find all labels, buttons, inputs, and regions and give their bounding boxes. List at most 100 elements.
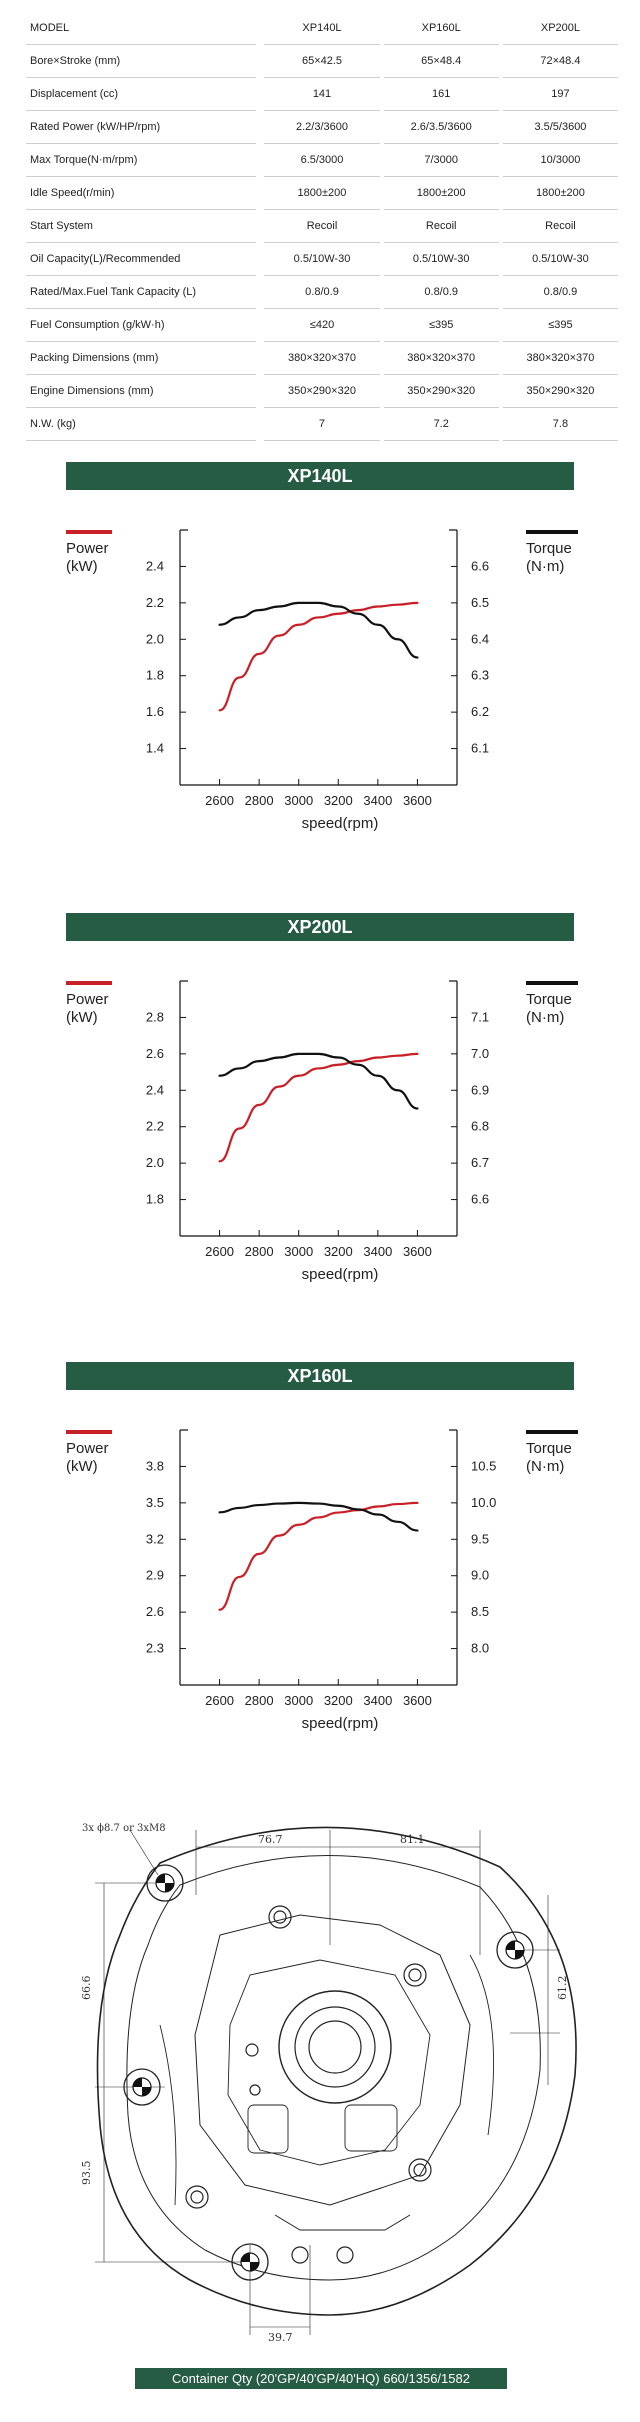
x-tick-label: 3000 <box>284 1244 313 1259</box>
table-row: N.W. (kg) 7 7.2 7.8 <box>26 408 618 441</box>
x-tick-label: 2600 <box>205 793 234 808</box>
y-left-tick-label: 2.4 <box>146 558 164 573</box>
x-tick-label: 2600 <box>205 1693 234 1708</box>
power-legend: Power (kW) <box>66 981 112 1027</box>
row-value: 161 <box>383 78 499 111</box>
torque-legend: Torque (N·m) <box>526 530 578 576</box>
table-row: Engine Dimensions (mm) 350×290×320 350×290… <box>26 375 618 408</box>
table-row: Fuel Consumption (g/kW·h) ≤420 ≤395 ≤395 <box>26 309 618 342</box>
table-header-row: MODEL XP140L XP160L XP200L <box>26 12 618 45</box>
row-value: 1800±200 <box>264 177 380 210</box>
row-value: Recoil <box>264 210 380 243</box>
torque-point <box>337 605 340 608</box>
bolt-hole <box>336 2246 354 2264</box>
x-tick-label: 3000 <box>284 1693 313 1708</box>
x-tick-label: 3200 <box>324 1693 353 1708</box>
x-axis-label: speed(rpm) <box>301 815 379 832</box>
torque-point <box>396 1521 399 1523</box>
table-row: Displacement (cc) 141 161 197 <box>26 78 618 111</box>
y-left-tick-label: 2.8 <box>146 1009 164 1024</box>
torque-point <box>218 1511 221 1514</box>
power-legend-label: Power <box>66 991 109 1008</box>
power-point <box>396 1503 399 1505</box>
chart-block-xp160l: XP160L 3.8 3.5 3.2 2.9 2.6 2.3 10.5 10.0 9.5 9.0 8… <box>0 1362 640 1752</box>
row-value: 0.5/10W-30 <box>502 243 618 276</box>
chart-title: XP200L <box>66 913 574 941</box>
table-row: Max Torque(N·m/rpm) 6.5/3000 7/3000 10/3000 <box>26 144 618 177</box>
row-value: 72×48.4 <box>502 45 618 78</box>
torque-legend-swatch <box>526 530 578 534</box>
chart-xp200l: 2.8 2.6 2.4 2.2 2.0 1.8 7.1 7.0 6.9 6.8 6.7 6.6 2600… <box>146 980 489 1259</box>
row-label: Fuel Consumption (g/kW·h) <box>26 309 257 342</box>
mounting-hole-marker <box>240 2252 260 2272</box>
bolt-boss <box>403 1963 427 1987</box>
torque-legend-label: Torque <box>526 540 572 557</box>
bolt-hole <box>190 2190 204 2204</box>
power-legend-swatch <box>66 1430 112 1434</box>
y-left-tick-label: 3.2 <box>146 1531 164 1546</box>
row-label: Displacement (cc) <box>26 78 257 111</box>
power-point <box>278 1534 280 1537</box>
row-value: 2.6/3.5/3600 <box>383 111 499 144</box>
header-model-name: XP160L <box>383 12 499 45</box>
mounting-boss <box>146 1864 184 1902</box>
power-point <box>278 634 280 637</box>
row-label: Idle Speed(r/min) <box>26 177 257 210</box>
y-left-tick-label: 2.6 <box>146 1046 164 1061</box>
chart-block-xp200l: XP200L 2.8 2.6 2.4 2.2 2.0 1.8 7.1 7.0 6.9 6.8 6.7… <box>0 913 640 1303</box>
power-point <box>377 1505 379 1508</box>
row-label: Rated/Max.Fuel Tank Capacity (L) <box>26 276 257 309</box>
power-legend: Power (kW) <box>66 1430 112 1476</box>
row-value: 7.8 <box>502 408 618 441</box>
x-tick-label: 3400 <box>363 1693 392 1708</box>
y-right-tick-label: 8.0 <box>471 1641 489 1656</box>
y-right-tick-label: 6.1 <box>471 741 489 756</box>
row-value: ≤395 <box>502 309 618 342</box>
row-value: 7.2 <box>383 408 499 441</box>
dim-top-right: 81.1 <box>400 1833 425 1846</box>
row-value: ≤420 <box>264 309 380 342</box>
row-value: 7 <box>264 408 380 441</box>
x-tick-label: 2800 <box>245 793 274 808</box>
row-value: Recoil <box>383 210 499 243</box>
y-left-tick-label: 3.8 <box>146 1458 164 1473</box>
mounting-hole-markers <box>132 1873 525 2272</box>
power-point <box>238 1127 241 1130</box>
bolt-boss <box>185 2185 209 2209</box>
power-point <box>297 1074 300 1077</box>
power-point <box>416 1053 419 1055</box>
power-legend-label: Power <box>66 1440 109 1457</box>
chart-title: XP160L <box>66 1362 574 1390</box>
power-legend-label: Power <box>66 540 109 557</box>
torque-point <box>278 1056 280 1059</box>
container-qty-banner: Container Qty (20'GP/40'GP/40'HQ) 660/13… <box>135 2368 507 2389</box>
y-left-tick-label: 2.9 <box>146 1568 164 1583</box>
chart-xp160l: 3.8 3.5 3.2 2.9 2.6 2.3 10.5 10.0 9.5 9.0 8.5 8.0 26… <box>146 1429 496 1708</box>
y-right-tick-label: 8.5 <box>471 1604 489 1619</box>
y-left-tick-label: 1.8 <box>146 1192 164 1207</box>
mounting-hole-marker <box>155 1873 175 1893</box>
power-point <box>317 1067 320 1070</box>
torque-point <box>337 1504 340 1507</box>
y-left-tick-label: 2.6 <box>146 1604 164 1619</box>
crankshaft-boss-inner <box>294 2006 376 2088</box>
housing-pocket <box>227 1959 431 2166</box>
row-label: Bore×Stroke (mm) <box>26 45 257 78</box>
torque-legend-label: Torque <box>526 991 572 1008</box>
torque-legend-unit: (N·m) <box>526 558 565 575</box>
row-value: 6.5/3000 <box>264 144 380 177</box>
power-point <box>218 1160 221 1163</box>
power-point <box>317 616 320 619</box>
row-value: 0.8/0.9 <box>502 276 618 309</box>
y-left-tick-label: 2.0 <box>146 631 164 646</box>
row-label: Rated Power (kW/HP/rpm) <box>26 111 257 144</box>
table-row: Idle Speed(r/min) 1800±200 1800±200 1800±20… <box>26 177 618 210</box>
row-value: 380×320×370 <box>264 342 380 375</box>
torque-point <box>278 605 280 608</box>
row-value: 3.5/5/3600 <box>502 111 618 144</box>
power-point <box>357 609 359 611</box>
torque-point <box>357 1063 359 1066</box>
crankshaft-bore <box>308 2020 362 2074</box>
row-value: 2.2/3/3600 <box>264 111 380 144</box>
power-legend: Power (kW) <box>66 530 112 576</box>
